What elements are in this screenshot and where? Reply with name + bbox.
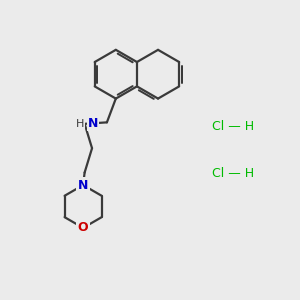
Text: O: O <box>78 221 88 234</box>
Text: N: N <box>88 117 98 130</box>
Text: Cl — H: Cl — H <box>212 120 254 133</box>
Text: H: H <box>76 119 85 129</box>
Text: N: N <box>78 178 88 192</box>
Text: Cl — H: Cl — H <box>212 167 254 180</box>
